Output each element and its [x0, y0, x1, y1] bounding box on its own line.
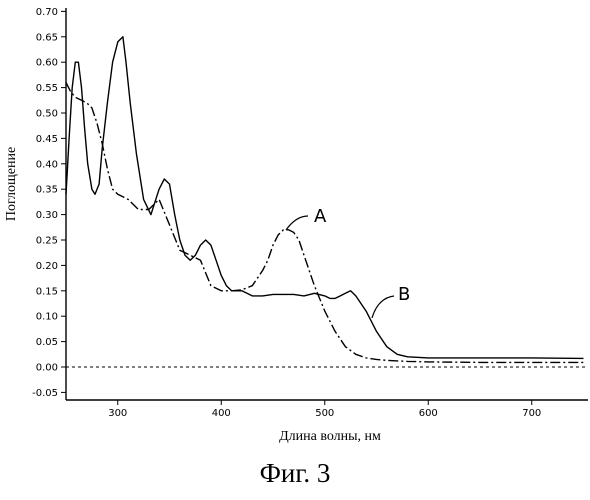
y-axis-title: Поглощение [4, 147, 19, 221]
x-tick-label: 300 [108, 408, 127, 419]
x-tick-label: 400 [212, 408, 231, 419]
y-ticks: -0.05 0.00 0.05 0.10 0.15 0.20 0.25 0.30 0.35 0.4… [32, 7, 66, 399]
y-tick-label: 0.00 [36, 363, 58, 374]
label-b-leader [372, 296, 394, 318]
y-tick-label: 0.45 [36, 134, 58, 145]
y-tick-label: 0.35 [36, 185, 58, 196]
label-b-group: B [372, 284, 410, 318]
curves [66, 37, 584, 363]
label-b: B [398, 284, 410, 305]
y-tick-label: 0.50 [36, 109, 58, 120]
x-tick-label: 600 [419, 408, 438, 419]
y-tick-label: 0.10 [36, 312, 58, 323]
label-a-leader [286, 216, 308, 230]
y-tick-label: 0.65 [36, 32, 58, 43]
y-tick-label: 0.05 [36, 337, 58, 348]
absorption-spectrum-chart: -0.05 0.00 0.05 0.10 0.15 0.20 0.25 0.30 0.35 0.4… [0, 0, 590, 455]
y-tick-label: 0.60 [36, 58, 58, 69]
label-a-group: A [286, 206, 327, 230]
y-tick-label: 0.30 [36, 210, 58, 221]
y-tick-label: 0.25 [36, 236, 58, 247]
figure-caption: Фиг. 3 [0, 458, 590, 489]
x-tick-label: 700 [522, 408, 541, 419]
x-tick-label: 500 [315, 408, 334, 419]
x-axis-title: Длина волны, нм [279, 429, 381, 444]
y-tick-label: 0.20 [36, 261, 58, 272]
y-tick-label: 0.40 [36, 159, 58, 170]
y-tick-label: -0.05 [32, 388, 58, 399]
y-tick-label: 0.55 [36, 83, 58, 94]
axes [66, 8, 588, 400]
y-tick-label: 0.70 [36, 7, 58, 18]
x-ticks: 300 400 500 600 700 [108, 400, 541, 419]
label-a: A [314, 206, 327, 227]
y-tick-label: 0.15 [36, 286, 58, 297]
